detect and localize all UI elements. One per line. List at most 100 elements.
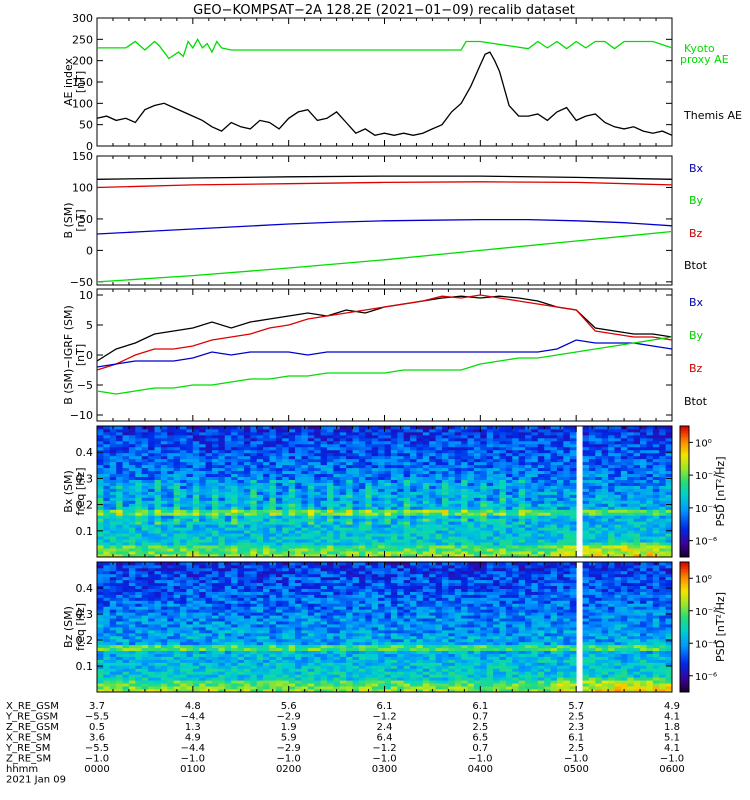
- spectrogram-cell: [237, 539, 245, 543]
- spectrogram-cell: [410, 491, 417, 495]
- spectrogram-cell: [307, 533, 315, 537]
- spectrogram-cell: [109, 446, 117, 451]
- spectrogram-cell: [263, 461, 270, 466]
- spectrogram-cell: [646, 539, 654, 543]
- spectrogram-cell: [461, 536, 468, 540]
- spectrogram-cell: [614, 503, 622, 507]
- spectrogram-cell: [128, 524, 136, 528]
- spectrogram-cell: [288, 470, 296, 475]
- spectrogram-cell: [103, 545, 111, 549]
- spectrogram-cell: [608, 524, 615, 528]
- spectrogram-cell: [640, 512, 647, 516]
- spectrogram-cell: [493, 488, 500, 492]
- spectrogram-cell: [512, 470, 520, 475]
- spectrogram-cell: [365, 470, 373, 475]
- spectrogram-cell: [160, 579, 168, 584]
- spectrogram-cell: [563, 485, 571, 489]
- spectrogram-cell: [512, 464, 520, 469]
- spectrogram-cell: [97, 662, 104, 666]
- y-axis-label: B (SM): [62, 202, 75, 238]
- spectrogram-cell: [512, 524, 520, 528]
- spectrogram-cell: [442, 443, 449, 448]
- spectrogram-cell: [288, 494, 296, 498]
- spectrogram-cell: [192, 512, 200, 516]
- spectrogram-cell: [154, 603, 162, 607]
- spectrogram-cell: [435, 428, 443, 433]
- spectrogram-cell: [154, 536, 162, 540]
- spectrogram-cell: [205, 530, 213, 534]
- spectrogram-cell: [212, 500, 219, 504]
- spectrogram-cell: [167, 635, 175, 640]
- spectrogram-cell: [160, 632, 168, 637]
- spectrogram-cell: [473, 542, 481, 546]
- spectrogram-cell: [173, 443, 181, 448]
- spectrogram-cell: [659, 530, 667, 534]
- spectrogram-cell: [116, 518, 123, 522]
- spectrogram-cell: [314, 467, 322, 472]
- spectrogram-cell: [537, 527, 545, 531]
- spectrogram-cell: [103, 446, 111, 451]
- spectrogram-cell: [378, 515, 385, 519]
- spectrogram-cell: [493, 467, 500, 472]
- spectrogram-cell: [135, 615, 143, 619]
- spectrogram-cell: [461, 467, 468, 472]
- spectrogram-cell: [263, 518, 270, 522]
- spectrogram-cell: [122, 674, 130, 678]
- spectrogram-cell: [550, 548, 558, 552]
- spectrogram-cell: [403, 488, 411, 492]
- spectrogram-cell: [103, 594, 111, 598]
- spectrogram-cell: [224, 491, 232, 495]
- spectrogram-cell: [154, 527, 162, 531]
- spectrogram-cell: [116, 464, 123, 469]
- spectrogram-cell: [518, 524, 526, 528]
- spectrogram-cell: [531, 497, 539, 501]
- spectrogram-cell: [148, 461, 155, 466]
- spectrogram-cell: [403, 554, 411, 558]
- spectrogram-cell: [448, 524, 456, 528]
- spectrogram-cell: [128, 426, 136, 430]
- spectrogram-cell: [563, 470, 571, 475]
- spectrogram-cell: [224, 431, 232, 436]
- spectrogram-cell: [595, 494, 603, 498]
- spectrogram-cell: [282, 449, 290, 454]
- spectrogram-cell: [122, 585, 130, 589]
- spectrogram-cell: [390, 542, 398, 546]
- spectrogram-cell: [135, 452, 143, 457]
- spectrogram-cell: [454, 542, 462, 546]
- spectrogram-cell: [352, 443, 360, 448]
- spectrogram-cell: [448, 473, 456, 478]
- spectrogram-cell: [173, 609, 181, 613]
- spectrogram-cell: [256, 446, 264, 451]
- spectrogram-cell: [371, 458, 379, 463]
- spectrogram-cell: [442, 521, 449, 525]
- spectrogram-cell: [346, 461, 353, 466]
- spectrogram-cell: [544, 545, 552, 549]
- spectrogram-cell: [595, 524, 603, 528]
- spectrogram-cell: [429, 458, 437, 463]
- spectrogram-cell: [307, 485, 315, 489]
- spectrogram-cell: [128, 488, 136, 492]
- spectrogram-cell: [224, 428, 232, 433]
- spectrogram-cell: [346, 545, 353, 549]
- spectrogram-cell: [154, 551, 162, 555]
- spectrogram-cell: [531, 455, 539, 460]
- spectrogram-cell: [186, 542, 194, 546]
- spectrogram-cell: [128, 632, 136, 637]
- spectrogram-cell: [435, 554, 443, 558]
- spectrogram-cell: [295, 426, 302, 430]
- spectrogram-cell: [595, 548, 603, 552]
- spectrogram-cell: [442, 527, 449, 531]
- spectrogram-cell: [429, 476, 437, 480]
- spectrogram-cell: [371, 518, 379, 522]
- spectrogram-cell: [397, 524, 405, 528]
- spectrogram-cell: [390, 536, 398, 540]
- spectrogram-cell: [160, 539, 168, 543]
- spectrogram-cell: [167, 431, 175, 436]
- spectrogram-cell: [595, 473, 603, 478]
- spectrogram-cell: [116, 440, 123, 445]
- spectrogram-cell: [275, 446, 283, 451]
- spectrogram-cell: [314, 485, 322, 489]
- spectrogram-cell: [314, 542, 322, 546]
- spectrogram-cell: [339, 503, 347, 507]
- spectrogram-cell: [365, 545, 373, 549]
